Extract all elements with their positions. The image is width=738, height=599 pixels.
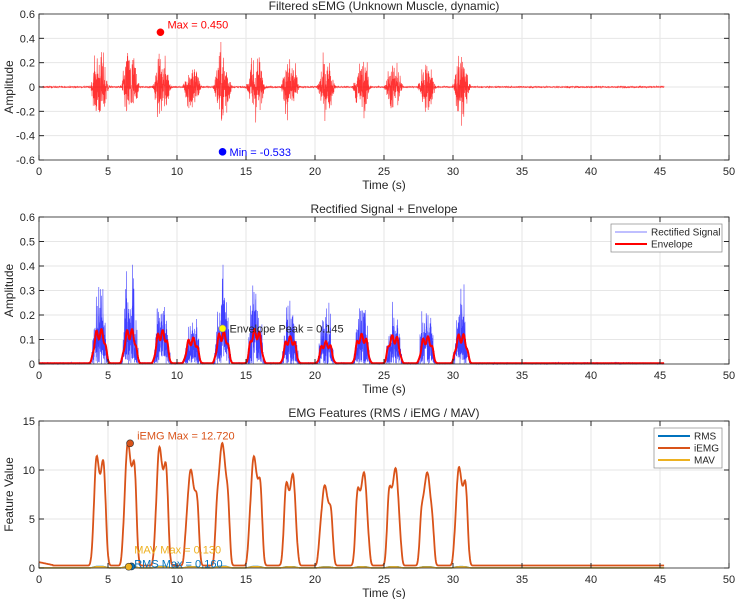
- annotation-marker: [218, 324, 227, 333]
- x-tick-label: 15: [240, 574, 252, 586]
- y-tick-label: 0.3: [20, 286, 35, 298]
- annotation-marker: [156, 28, 165, 37]
- envelope-line: [39, 327, 665, 365]
- chart-title: EMG Features (RMS / iEMG / MAV): [288, 406, 479, 420]
- x-tick-label: 25: [378, 574, 390, 586]
- chart-title: Filtered sEMG (Unknown Muscle, dynamic): [269, 0, 500, 13]
- plot-lines: [38, 41, 665, 126]
- annotation-label: Max = 0.450: [167, 19, 228, 31]
- y-axis-label: Feature Value: [2, 457, 16, 532]
- y-tick-label: -0.6: [16, 155, 35, 167]
- y-tick-label: 0.6: [20, 9, 35, 21]
- x-axis-label: Time (s): [362, 178, 406, 192]
- x-tick-label: 50: [723, 166, 735, 178]
- x-axis-label: Time (s): [362, 586, 406, 599]
- x-tick-label: 45: [654, 370, 666, 382]
- x-tick-label: 20: [309, 370, 321, 382]
- legend-label: MAV: [694, 456, 715, 467]
- x-tick-label: 0: [36, 166, 42, 178]
- legend-box: [610, 223, 723, 253]
- x-tick-label: 40: [585, 370, 597, 382]
- x-tick-label: 50: [723, 370, 735, 382]
- subplot-2: 0 5 10 15 20 25 30 35 40 45 50 0 0.1 0.2 0.3 0.4 0.5 0.6 R…: [2, 202, 735, 396]
- x-tick-label: 30: [447, 574, 459, 586]
- y-tick-label: 0: [29, 359, 35, 371]
- x-tick-label: 10: [171, 370, 183, 382]
- y-axis-label: Amplitude: [2, 264, 16, 318]
- x-tick-label: 40: [585, 574, 597, 586]
- x-tick-label: 35: [516, 370, 528, 382]
- x-tick-label: 0: [36, 574, 42, 586]
- y-tick-label: 10: [23, 465, 35, 477]
- annotation-label: RMS Max = 0.160: [134, 558, 222, 570]
- x-tick-label: 10: [171, 166, 183, 178]
- x-tick-label: 35: [516, 574, 528, 586]
- y-tick-label: 5: [29, 514, 35, 526]
- x-tick-label: 25: [378, 370, 390, 382]
- x-tick-label: 0: [36, 370, 42, 382]
- y-tick-label: 0.6: [20, 212, 35, 224]
- y-tick-label: 0.5: [20, 237, 35, 249]
- y-tick-label: -0.2: [16, 106, 35, 118]
- annotation-marker: [124, 562, 133, 571]
- x-tick-label: 45: [654, 574, 666, 586]
- annotation-label: iEMG Max = 12.720: [137, 430, 235, 442]
- x-tick-label: 40: [585, 166, 597, 178]
- y-tick-label: 0: [29, 82, 35, 94]
- x-tick-label: 45: [654, 166, 666, 178]
- x-tick-label: 25: [378, 166, 390, 178]
- y-tick-label: 0.2: [20, 58, 35, 70]
- x-tick-label: 15: [240, 166, 252, 178]
- y-tick-label: -0.4: [16, 131, 35, 143]
- legend-label: RMS: [694, 432, 717, 443]
- x-tick-label: 5: [105, 370, 111, 382]
- legend-label: Envelope: [651, 240, 693, 251]
- legend-label: iEMG: [694, 444, 719, 455]
- y-tick-label: 0.2: [20, 310, 35, 322]
- y-tick-label: 0.4: [20, 33, 35, 45]
- x-tick-label: 30: [447, 370, 459, 382]
- x-tick-label: 5: [105, 574, 111, 586]
- y-tick-label: 0.1: [20, 335, 35, 347]
- x-tick-label: 20: [309, 166, 321, 178]
- x-axis-label: Time (s): [362, 382, 406, 396]
- y-tick-label: 15: [23, 416, 35, 428]
- iemg-line: [38, 440, 665, 567]
- x-tick-label: 50: [723, 574, 735, 586]
- subplot-3: 0 5 10 15 20 25 30 35 40 45 50 0 5 10 15 EMG Features (…: [2, 406, 735, 599]
- annotation-label: Min = -0.533: [230, 147, 291, 159]
- annotation-marker: [218, 148, 227, 156]
- legend-label: Rectified Signal: [651, 228, 720, 239]
- x-tick-label: 15: [240, 370, 252, 382]
- filtered-signal-line: [38, 41, 665, 126]
- x-tick-label: 10: [171, 574, 183, 586]
- chart-title: Rectified Signal + Envelope: [310, 202, 457, 216]
- x-tick-label: 5: [105, 166, 111, 178]
- x-tick-label: 35: [516, 166, 528, 178]
- annotation-label: Envelope Peak = 0.145: [230, 323, 344, 335]
- y-axis-label: Amplitude: [2, 60, 16, 114]
- x-tick-label: 20: [309, 574, 321, 586]
- y-tick-label: 0: [29, 563, 35, 575]
- annotation-label: MAV Max = 0.130: [134, 545, 221, 557]
- x-tick-label: 30: [447, 166, 459, 178]
- y-tick-label: 0.4: [20, 261, 35, 273]
- annotation-marker: [126, 439, 134, 448]
- subplot-1: 0 5 10 15 20 25 30 35 40 45 50 -0.6 -0.4 -0.2 0 0.2 0.4 0…: [2, 0, 735, 192]
